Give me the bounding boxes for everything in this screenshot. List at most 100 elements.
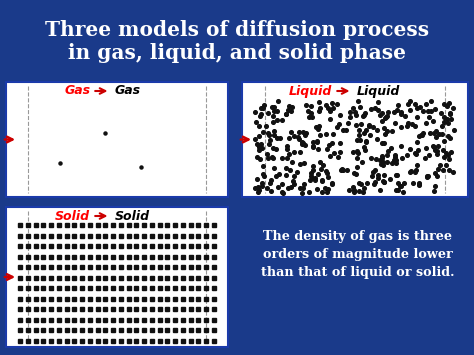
- Point: [325, 186, 332, 192]
- Point: [275, 171, 283, 176]
- Point: [307, 110, 314, 115]
- Point: [283, 143, 291, 149]
- Point: [377, 113, 384, 118]
- Point: [267, 188, 275, 194]
- Point: [438, 131, 445, 137]
- Point: [422, 101, 429, 106]
- Point: [299, 130, 307, 135]
- Point: [392, 157, 400, 163]
- Point: [299, 185, 307, 191]
- Point: [261, 173, 268, 179]
- Point: [338, 166, 346, 172]
- Point: [355, 150, 362, 156]
- Point: [412, 152, 420, 157]
- Point: [295, 136, 303, 142]
- Point: [316, 105, 324, 110]
- Point: [270, 132, 277, 138]
- Point: [352, 171, 359, 177]
- Point: [394, 102, 402, 108]
- Point: [419, 131, 427, 136]
- Point: [374, 173, 382, 178]
- Point: [257, 106, 265, 111]
- Point: [374, 107, 382, 113]
- Point: [349, 185, 357, 190]
- Point: [350, 171, 358, 176]
- Point: [266, 180, 273, 186]
- Point: [440, 155, 447, 160]
- Point: [431, 106, 438, 112]
- Point: [367, 155, 374, 161]
- Point: [442, 151, 449, 156]
- Point: [434, 152, 441, 157]
- Point: [283, 155, 291, 160]
- Point: [445, 100, 453, 106]
- Point: [263, 152, 271, 157]
- Point: [383, 113, 391, 119]
- Point: [331, 151, 338, 156]
- Point: [262, 124, 270, 129]
- Point: [257, 111, 265, 117]
- Point: [351, 187, 358, 193]
- Point: [380, 140, 387, 146]
- Point: [255, 123, 263, 129]
- Point: [367, 106, 374, 112]
- Point: [423, 174, 430, 180]
- Text: Gas: Gas: [64, 84, 91, 98]
- Point: [404, 101, 411, 107]
- Point: [328, 100, 336, 105]
- Text: Three models of diffusion process: Three models of diffusion process: [45, 20, 429, 40]
- Point: [399, 189, 407, 195]
- Point: [366, 132, 374, 138]
- Point: [376, 187, 383, 193]
- Point: [271, 108, 278, 114]
- Point: [435, 132, 443, 137]
- Point: [346, 187, 353, 192]
- Point: [358, 160, 366, 165]
- Point: [370, 124, 377, 129]
- Point: [322, 168, 330, 174]
- Point: [301, 132, 309, 138]
- Point: [264, 110, 272, 116]
- Point: [442, 162, 450, 168]
- Point: [411, 150, 419, 156]
- Point: [425, 114, 433, 119]
- Point: [300, 140, 307, 146]
- Point: [447, 116, 455, 122]
- Text: orders of magnitude lower: orders of magnitude lower: [263, 248, 453, 261]
- Point: [252, 120, 260, 125]
- Point: [255, 144, 263, 150]
- Point: [356, 189, 363, 194]
- Point: [252, 186, 259, 191]
- Bar: [242, 82, 468, 197]
- Point: [282, 111, 290, 117]
- Point: [431, 183, 439, 189]
- Text: in gas, liquid, and solid phase: in gas, liquid, and solid phase: [68, 43, 406, 63]
- Point: [328, 140, 336, 146]
- Point: [290, 179, 297, 184]
- Point: [284, 107, 292, 113]
- Point: [391, 120, 398, 125]
- Point: [447, 149, 455, 155]
- Point: [274, 184, 282, 190]
- Point: [440, 119, 448, 125]
- Point: [419, 132, 426, 137]
- Point: [444, 133, 452, 138]
- Point: [355, 127, 363, 133]
- Point: [354, 137, 361, 143]
- Point: [374, 136, 381, 141]
- Text: Liquid: Liquid: [356, 84, 400, 98]
- Point: [406, 108, 413, 113]
- Point: [350, 105, 357, 110]
- Point: [376, 158, 383, 163]
- Point: [415, 133, 423, 139]
- Point: [309, 140, 316, 145]
- Point: [259, 171, 267, 177]
- Point: [278, 155, 285, 160]
- Point: [290, 181, 297, 187]
- Point: [255, 187, 263, 193]
- Point: [379, 178, 387, 184]
- Point: [370, 181, 377, 187]
- Point: [293, 169, 301, 175]
- Point: [267, 178, 275, 183]
- Point: [302, 130, 310, 136]
